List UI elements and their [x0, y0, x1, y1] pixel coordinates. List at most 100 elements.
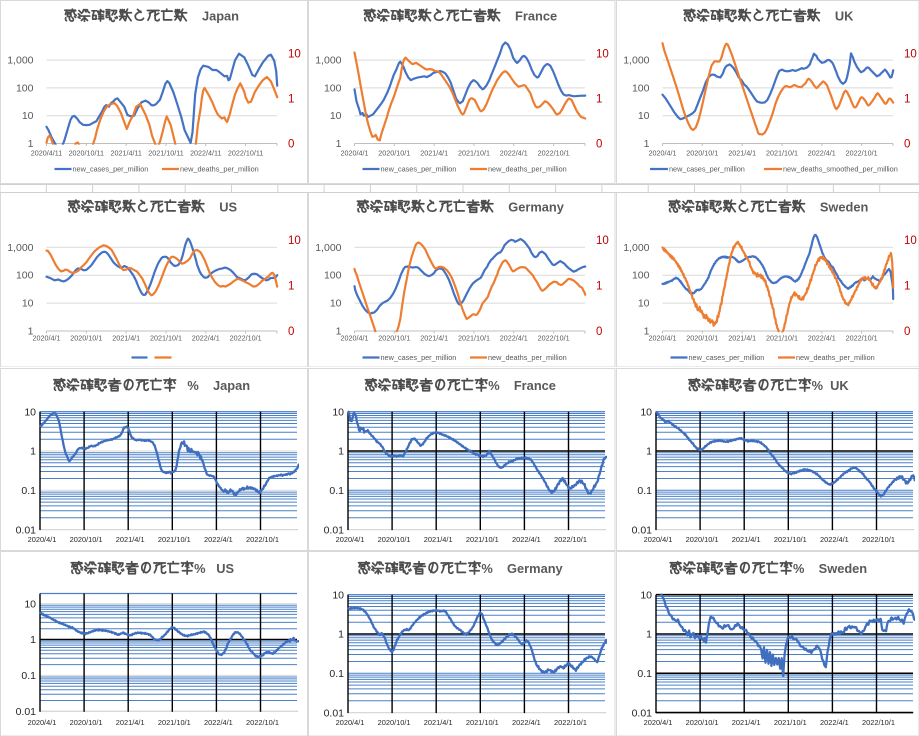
svg-text:2020/4/1: 2020/4/1	[336, 535, 365, 544]
svg-text:10: 10	[640, 589, 652, 601]
svg-text:new_deaths_smoothed_per_millio: new_deaths_smoothed_per_million	[783, 165, 898, 174]
svg-text:2021/10/1: 2021/10/1	[158, 718, 191, 727]
svg-text:new_deaths_per_million: new_deaths_per_million	[796, 353, 875, 362]
svg-text:1: 1	[30, 634, 36, 646]
svg-text:2022/10/1: 2022/10/1	[845, 333, 877, 342]
svg-text:UK: UK	[820, 9, 854, 24]
svg-text:2022/10/1: 2022/10/1	[246, 535, 279, 544]
svg-text:2022/4/1: 2022/4/1	[204, 718, 233, 727]
svg-text:10: 10	[596, 235, 609, 247]
svg-text:0: 0	[904, 326, 910, 338]
svg-text:2021/4/1: 2021/4/1	[420, 333, 448, 342]
svg-text:2021/10/1: 2021/10/1	[158, 535, 191, 544]
svg-text:0.1: 0.1	[21, 670, 36, 682]
svg-text:Germany: Germany	[494, 199, 565, 214]
svg-text:0.01: 0.01	[324, 707, 345, 719]
svg-text:10: 10	[904, 235, 917, 247]
svg-text:2020/4/1: 2020/4/1	[28, 718, 57, 727]
svg-text:1,000: 1,000	[7, 241, 33, 253]
svg-text:2021/4/1: 2021/4/1	[728, 333, 756, 342]
svg-text:2021/4/1: 2021/4/1	[116, 535, 145, 544]
svg-text:2022/4/1: 2022/4/1	[500, 333, 528, 342]
svg-text:2022/10/11: 2022/10/11	[228, 149, 263, 158]
svg-text:2021/4/1: 2021/4/1	[728, 149, 756, 158]
svg-text:% Germany: % Germany	[481, 561, 563, 576]
svg-text:1: 1	[336, 325, 342, 337]
svg-text:1: 1	[904, 94, 910, 106]
svg-text:France: France	[501, 9, 557, 24]
svg-text:1,000: 1,000	[623, 55, 649, 67]
svg-text:1: 1	[643, 138, 649, 150]
svg-text:% Sweden: % Sweden	[793, 561, 867, 576]
svg-text:2022/10/1: 2022/10/1	[246, 718, 279, 727]
svg-text:2021/10/1: 2021/10/1	[150, 333, 182, 342]
svg-text:new_cases_per_million: new_cases_per_million	[688, 353, 764, 362]
svg-text:2021/4/1: 2021/4/1	[420, 149, 448, 158]
svg-text:2022/4/1: 2022/4/1	[820, 718, 849, 727]
svg-text:Sweden: Sweden	[805, 199, 868, 214]
svg-text:2021/10/1: 2021/10/1	[458, 149, 490, 158]
svg-text:0: 0	[288, 326, 294, 338]
svg-text:new_deaths_per_million: new_deaths_per_million	[488, 353, 567, 362]
svg-text:10: 10	[22, 110, 34, 122]
svg-text:0.1: 0.1	[329, 485, 344, 497]
svg-text:2020/10/1: 2020/10/1	[685, 718, 718, 727]
svg-text:2020/4/1: 2020/4/1	[648, 149, 676, 158]
svg-text:% France: % France	[488, 378, 556, 393]
svg-text:10: 10	[330, 110, 342, 122]
svg-text:1,000: 1,000	[7, 55, 33, 67]
svg-text:0.1: 0.1	[637, 668, 652, 680]
svg-text:2022/10/1: 2022/10/1	[230, 333, 262, 342]
svg-text:2020/10/1: 2020/10/1	[686, 333, 718, 342]
svg-text:US: US	[205, 199, 238, 214]
svg-text:2020/4/1: 2020/4/1	[643, 718, 672, 727]
svg-text:2021/4/1: 2021/4/1	[731, 718, 760, 727]
svg-text:10: 10	[288, 235, 301, 247]
svg-text:% US: % US	[194, 561, 234, 576]
svg-text:1: 1	[338, 628, 344, 640]
svg-text:2021/10/1: 2021/10/1	[773, 718, 806, 727]
svg-text:2022/4/1: 2022/4/1	[807, 149, 835, 158]
svg-text:0.01: 0.01	[16, 706, 37, 718]
svg-text:2022/10/1: 2022/10/1	[538, 333, 570, 342]
svg-text:0.1: 0.1	[637, 485, 652, 497]
svg-text:10: 10	[904, 49, 917, 61]
svg-text:1: 1	[596, 94, 602, 106]
svg-text:2020/10/11: 2020/10/11	[69, 149, 104, 158]
svg-text:10: 10	[288, 49, 301, 61]
svg-text:2022/10/1: 2022/10/1	[862, 535, 895, 544]
svg-text:1: 1	[646, 445, 652, 457]
svg-text:2020/10/1: 2020/10/1	[70, 333, 102, 342]
svg-text:1: 1	[28, 325, 34, 337]
svg-text:0.1: 0.1	[329, 668, 344, 680]
svg-text:2021/10/1: 2021/10/1	[766, 149, 798, 158]
svg-text:2020/10/1: 2020/10/1	[378, 535, 411, 544]
svg-text:1,000: 1,000	[315, 241, 341, 253]
svg-text:1: 1	[596, 280, 602, 292]
svg-text:10: 10	[22, 297, 34, 309]
svg-text:2020/4/1: 2020/4/1	[28, 535, 57, 544]
svg-text:0.1: 0.1	[21, 485, 36, 497]
svg-text:10: 10	[24, 598, 36, 610]
svg-text:1: 1	[288, 280, 294, 292]
svg-text:2020/10/1: 2020/10/1	[70, 718, 103, 727]
svg-text:2020/4/11: 2020/4/11	[31, 149, 62, 158]
svg-text:2020/4/1: 2020/4/1	[341, 333, 369, 342]
svg-text:10: 10	[332, 406, 344, 418]
svg-text:% Japan: % Japan	[177, 378, 251, 393]
svg-text:0.01: 0.01	[631, 524, 652, 536]
svg-text:2020/4/1: 2020/4/1	[648, 333, 676, 342]
svg-text:new_deaths_per_million: new_deaths_per_million	[488, 165, 567, 174]
svg-text:0: 0	[904, 139, 910, 151]
svg-text:2022/10/1: 2022/10/1	[862, 718, 895, 727]
svg-text:new_cases_per_million: new_cases_per_million	[669, 165, 745, 174]
svg-text:0.01: 0.01	[324, 524, 345, 536]
svg-text:2022/4/1: 2022/4/1	[512, 718, 541, 727]
svg-text:100: 100	[631, 269, 649, 281]
svg-text:2021/4/1: 2021/4/1	[731, 535, 760, 544]
svg-text:1: 1	[288, 94, 294, 106]
svg-text:100: 100	[631, 82, 649, 94]
svg-text:new_cases_per_million: new_cases_per_million	[381, 353, 457, 362]
svg-text:2020/10/1: 2020/10/1	[378, 333, 410, 342]
svg-text:1: 1	[904, 280, 910, 292]
